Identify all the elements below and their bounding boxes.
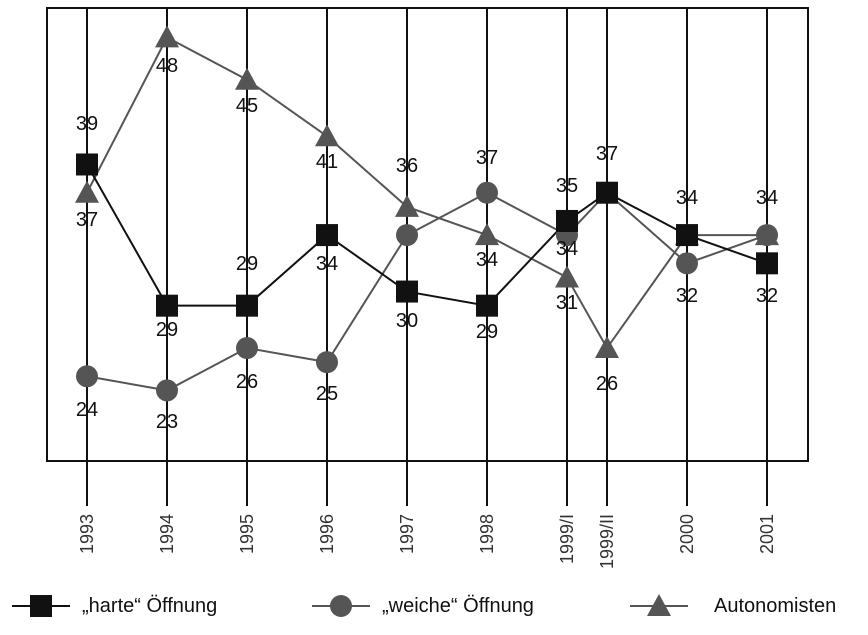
data-label: 24 — [76, 399, 98, 421]
data-label: 34 — [316, 253, 338, 275]
legend-item-harte: „harte“ Öffnung — [10, 586, 217, 626]
series-line — [86, 36, 767, 350]
line-chart: 39 29 29 34 30 29 35 32 24 23 26 25 37 34 32 34 37 48 45 41… — [46, 7, 809, 569]
data-label: 37 — [596, 143, 618, 165]
data-point-circle — [476, 181, 498, 204]
data-label: 26 — [236, 371, 258, 393]
triangle-icon — [630, 594, 688, 616]
data-label: 34 — [756, 187, 778, 209]
data-point-square — [756, 252, 778, 275]
data-label: 29 — [156, 319, 178, 341]
data-label: 36 — [396, 155, 418, 177]
x-tick-label: 1996 — [317, 514, 337, 554]
data-point-triangle — [155, 25, 179, 48]
data-point-circle — [396, 224, 418, 247]
data-label: 29 — [476, 321, 498, 343]
data-label: 48 — [156, 55, 178, 77]
x-tick-label: 1999/II — [597, 514, 617, 569]
data-label: 25 — [316, 383, 338, 405]
legend-label-autonomisten: Autonomisten — [714, 594, 837, 617]
data-label: 34 — [556, 238, 578, 260]
x-tick-label: 1994 — [157, 514, 177, 554]
data-point-square — [396, 280, 418, 303]
data-label: 34 — [676, 187, 698, 209]
data-point-triangle — [235, 67, 259, 90]
data-label: 26 — [596, 373, 618, 395]
data-point-triangle — [555, 265, 579, 288]
data-point-square — [76, 153, 98, 176]
data-point-circle — [316, 351, 338, 374]
series-line — [86, 191, 768, 392]
data-label: 29 — [236, 253, 258, 275]
data-label: 30 — [396, 310, 418, 332]
x-tick-label: 2001 — [757, 514, 777, 554]
data-point-square — [236, 294, 258, 317]
series-line — [86, 163, 768, 307]
data-label: 23 — [156, 411, 178, 433]
legend-item-weiche: „weiche“ Öffnung — [310, 586, 534, 626]
data-point-triangle — [475, 223, 499, 246]
data-point-circle — [676, 252, 698, 275]
data-label: 32 — [756, 285, 778, 307]
x-tick-label: 1997 — [397, 514, 417, 554]
data-point-circle — [236, 337, 258, 360]
square-icon — [12, 595, 70, 617]
data-label: 34 — [476, 249, 498, 271]
data-point-circle — [756, 224, 778, 247]
legend-label-harte: „harte“ Öffnung — [82, 594, 218, 617]
data-label: 35 — [556, 175, 578, 197]
data-point-square — [316, 224, 338, 247]
data-point-circle — [76, 365, 98, 388]
data-point-circle — [156, 379, 178, 402]
data-label: 45 — [236, 95, 258, 117]
data-point-square — [676, 224, 698, 247]
data-label: 41 — [316, 151, 338, 173]
chart-legend: „harte“ Öffnung „weiche“ Öffnung Autonom… — [0, 586, 868, 630]
legend-label-weiche: „weiche“ Öffnung — [382, 594, 534, 617]
x-tick-label: 2000 — [677, 514, 697, 554]
data-label: 31 — [556, 292, 578, 314]
x-tick-label: 1999/I — [557, 514, 577, 564]
x-tick-label: 1998 — [477, 514, 497, 554]
data-point-square — [476, 294, 498, 317]
data-label: 39 — [76, 113, 98, 135]
circle-icon — [312, 595, 370, 617]
x-tick-label: 1993 — [77, 514, 97, 554]
data-label: 37 — [476, 147, 498, 169]
legend-item-autonomisten: Autonomisten — [628, 586, 836, 626]
data-point-square — [596, 181, 618, 204]
data-point-triangle — [595, 336, 619, 359]
data-label: 37 — [76, 209, 98, 231]
data-point-square — [156, 294, 178, 317]
data-point-triangle — [75, 180, 99, 203]
data-point-square — [556, 209, 578, 232]
data-point-triangle — [315, 124, 339, 147]
data-label: 32 — [676, 285, 698, 307]
plot-frame — [46, 7, 809, 462]
data-point-triangle — [395, 194, 419, 217]
x-tick-label: 1995 — [237, 514, 257, 554]
